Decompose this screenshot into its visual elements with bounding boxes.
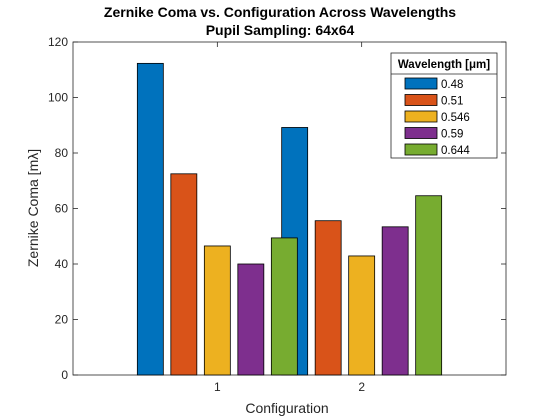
legend-swatch [404,77,438,90]
legend-swatch [404,143,438,156]
bar-0_51-config-2 [314,220,342,376]
legend-entry: 0.546 [441,112,470,124]
legend-entry: 0.51 [441,96,463,108]
legend-entry: 0.59 [441,129,463,141]
bar-0_644-config-1 [270,237,298,376]
x-tick-label: 2 [358,380,365,394]
y-tick-label: 120 [48,35,68,49]
y-tick-label: 0 [61,368,68,382]
chart-subtitle: Pupil Sampling: 64x64 [206,22,355,38]
y-tick-label: 100 [48,91,68,105]
y-tick-label: 40 [55,257,69,271]
bar-0_546-config-1 [203,245,231,376]
bar-0_59-config-1 [237,263,265,376]
y-axis-label: Zernike Coma [mλ] [25,149,41,267]
legend: Wavelength [μm] 0.48 0.51 0.546 0.59 0.644 [390,52,498,159]
bar-0_546-config-2 [348,255,376,376]
chart-title: Zernike Coma vs. Configuration Across Wa… [104,4,456,20]
legend-swatch [404,127,438,139]
bar-0_48-config-1 [136,62,164,376]
legend-entry: 0.644 [441,145,470,157]
legend-title: Wavelength [μm] [398,59,490,71]
y-tick-label: 80 [55,146,69,160]
legend-swatch [404,94,438,106]
bar-0_59-config-2 [381,226,409,376]
y-tick-label: 60 [55,202,69,216]
x-tick-label: 1 [214,380,221,394]
x-axis-label: Configuration [245,400,328,416]
bar-0_644-config-2 [415,195,443,376]
y-tick-label: 20 [55,313,69,327]
bar-0_51-config-1 [170,173,198,376]
legend-entry: 0.48 [441,79,463,91]
legend-swatch [404,110,438,123]
